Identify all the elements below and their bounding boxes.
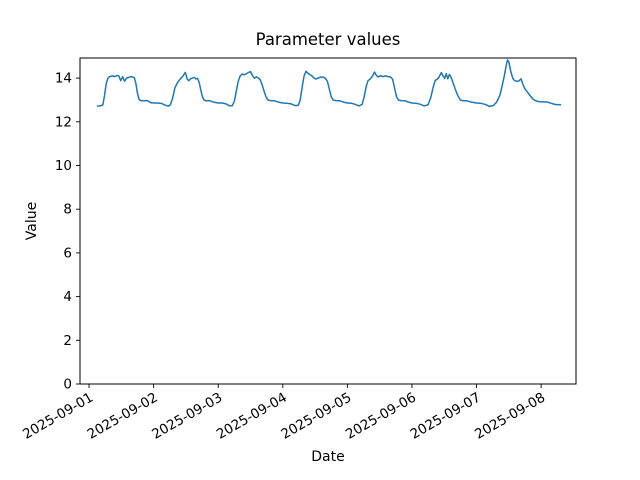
- chart-title: Parameter values: [256, 30, 401, 49]
- y-axis-label: Value: [24, 202, 40, 240]
- plot-area: 024681012142025-09-012025-09-022025-09-0…: [20, 57, 577, 443]
- x-tick-label: 2025-09-07: [408, 390, 484, 443]
- y-tick-label: 0: [63, 377, 72, 393]
- y-tick-label: 2: [63, 333, 72, 349]
- plot-border: [79, 57, 577, 385]
- series-line: [96, 59, 562, 108]
- x-tick-label: 2025-09-08: [472, 390, 548, 443]
- x-axis-label: Date: [311, 449, 344, 465]
- x-tick-label: 2025-09-06: [343, 390, 419, 443]
- y-tick-label: 14: [55, 71, 72, 87]
- x-tick-label: 2025-09-04: [214, 390, 290, 443]
- x-tick-label: 2025-09-02: [85, 390, 161, 443]
- y-tick-label: 10: [55, 158, 72, 174]
- y-tick-label: 8: [63, 202, 72, 218]
- y-tick-label: 12: [55, 114, 72, 130]
- y-tick-label: 4: [63, 289, 72, 305]
- x-tick-label: 2025-09-01: [20, 390, 96, 443]
- y-tick-label: 6: [63, 245, 72, 261]
- x-tick-label: 2025-09-05: [278, 390, 354, 443]
- x-tick-label: 2025-09-03: [149, 390, 225, 443]
